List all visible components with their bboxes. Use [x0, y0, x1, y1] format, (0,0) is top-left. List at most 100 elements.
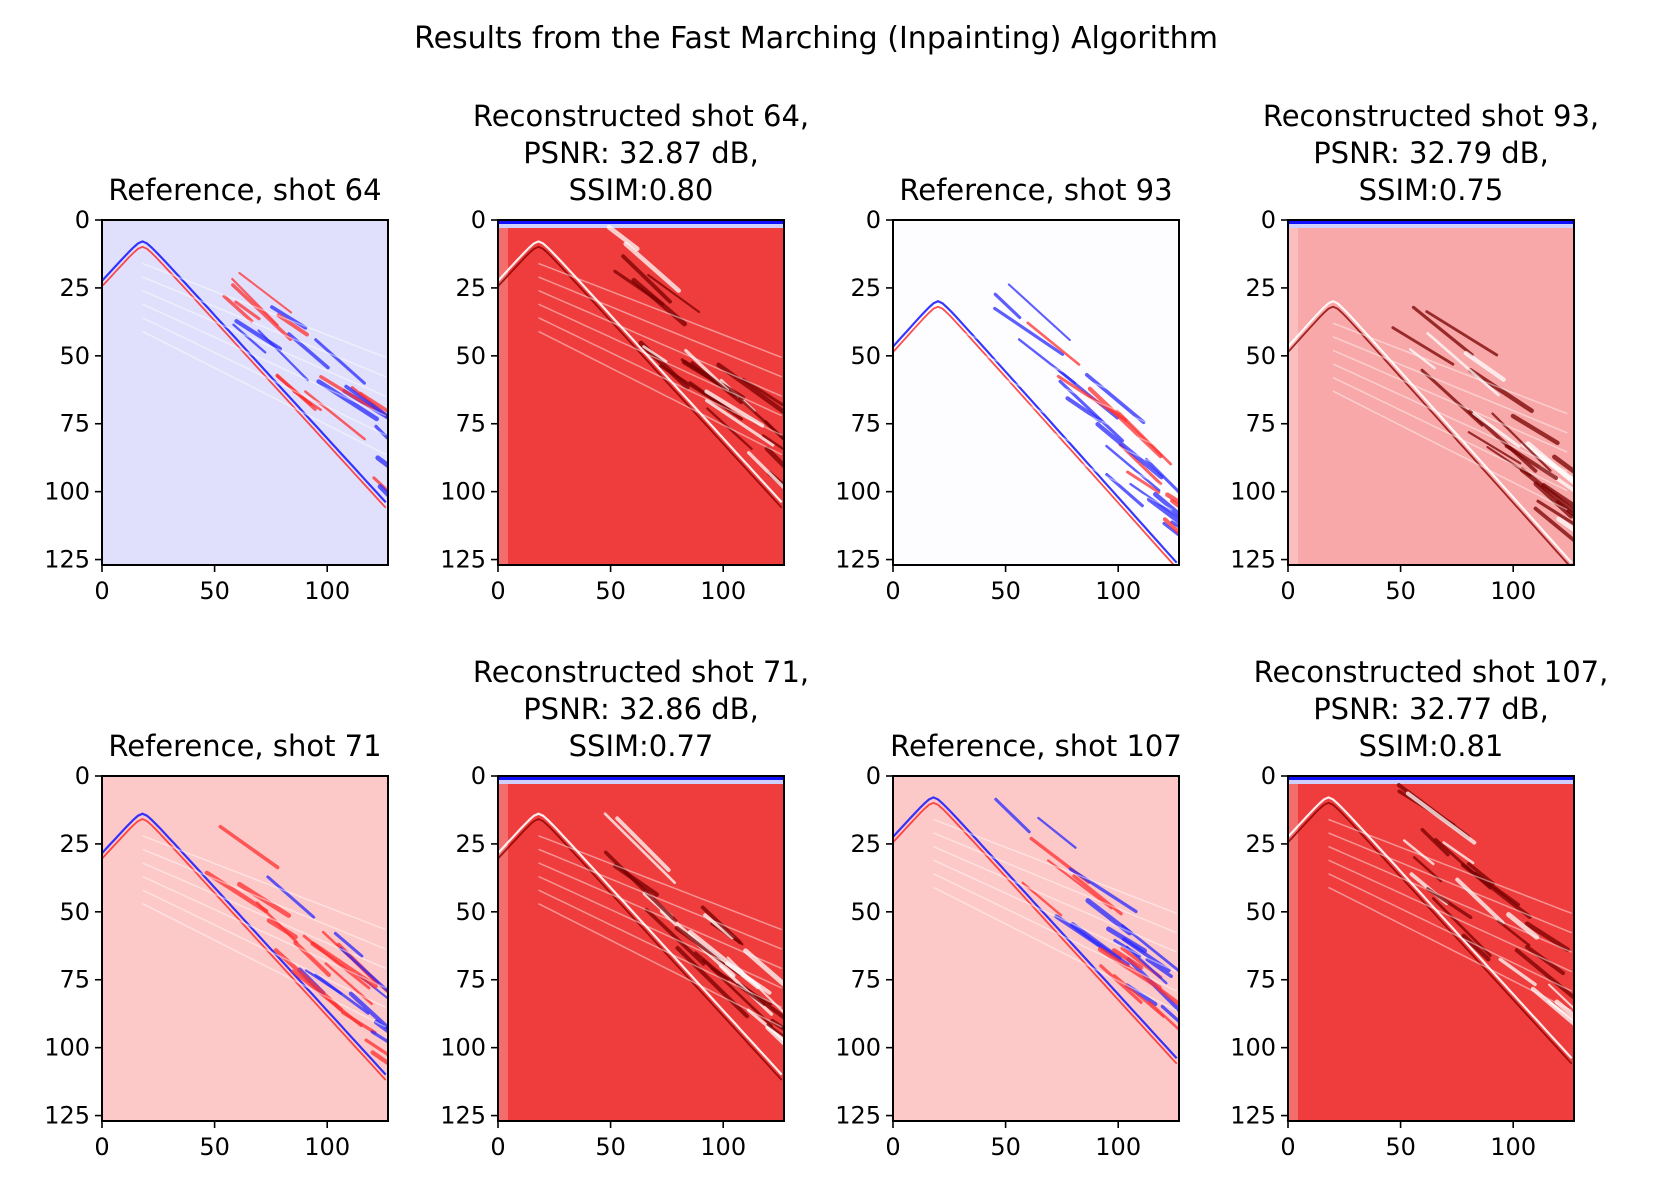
reflection-streak: [606, 224, 640, 252]
reflection-streak: [1467, 409, 1538, 473]
x-tick-label: 50: [1385, 577, 1416, 605]
x-tick-label: 0: [885, 577, 900, 605]
reflection-streak: [1017, 338, 1077, 385]
axes-frame: [497, 219, 785, 566]
faint-reflection: [1328, 818, 1572, 915]
reflection-streak: [375, 455, 388, 469]
reflection-streak: [1145, 957, 1173, 979]
x-tick-label: 50: [595, 1133, 626, 1161]
faint-reflection: [937, 363, 1173, 472]
first-arrival-a: [1288, 299, 1573, 564]
reflection-streak: [770, 1018, 784, 1031]
reflection-streak: [1125, 945, 1168, 985]
reflection-streak: [1170, 520, 1179, 529]
reflection-streak: [1072, 874, 1123, 916]
panel-4: Reconstructed shot 93,PSNR: 32.79 dB,SSI…: [1230, 99, 1599, 605]
reflection-streak: [642, 345, 668, 363]
reflection-streak: [324, 962, 373, 1006]
reflection-streak: [1468, 368, 1534, 414]
reflection-streak: [1121, 924, 1179, 973]
y-tick-label: 50: [455, 898, 486, 926]
reflection-streak: [623, 241, 681, 293]
first-arrival-b: [102, 245, 387, 509]
reflection-streak: [370, 1050, 388, 1066]
axes-frame: [892, 219, 1180, 566]
heatmap-image: [498, 220, 784, 565]
reflection-streak: [621, 254, 672, 304]
reflection-streak: [1506, 912, 1540, 940]
first-arrival-b: [102, 818, 387, 1081]
reflection-streak: [1466, 862, 1496, 886]
reflection-streak: [1058, 379, 1125, 443]
reflection-streak: [237, 881, 292, 918]
reflection-streak: [1170, 499, 1179, 509]
x-tick-label: 0: [94, 577, 109, 605]
reflection-streak: [1037, 816, 1077, 849]
reflection-streak: [704, 389, 765, 428]
top-band-light: [1288, 224, 1574, 228]
reflection-streak: [314, 338, 366, 385]
reflection-streak: [1069, 922, 1122, 962]
faint-reflection: [538, 289, 782, 397]
y-tick-label: 75: [850, 410, 881, 438]
y-tick-label: 125: [440, 1102, 486, 1130]
faint-reflection: [937, 336, 1173, 434]
reflection-streak: [1536, 499, 1574, 526]
reflection-streak: [694, 951, 730, 982]
faint-reflection: [142, 289, 386, 397]
reflection-streak: [1162, 521, 1179, 537]
reflection-streak: [700, 905, 742, 945]
top-band-light: [498, 780, 784, 784]
y-tick-label: 75: [1245, 966, 1276, 994]
y-tick-label: 0: [75, 762, 90, 790]
top-band-dark: [498, 776, 784, 780]
reflection-streak: [747, 451, 784, 490]
x-tick-label: 50: [990, 577, 1021, 605]
faint-reflection: [937, 390, 1173, 511]
reflection-streak: [764, 446, 784, 469]
reflection-streak: [1099, 964, 1143, 1004]
faint-reflection: [1328, 873, 1573, 992]
faint-reflection: [142, 303, 387, 417]
reflection-streak: [234, 300, 261, 321]
faint-reflection: [538, 903, 783, 1028]
y-tick-label: 100: [44, 1034, 90, 1062]
y-tick-label: 100: [1230, 478, 1276, 506]
reflection-streak: [1491, 412, 1552, 472]
y-tick-label: 50: [1245, 898, 1276, 926]
top-band-dark: [498, 220, 784, 224]
heatmap-background: [1288, 220, 1574, 565]
y-tick-label: 125: [1230, 546, 1276, 574]
reflection-streak: [612, 863, 660, 897]
reflection-streak: [1525, 945, 1566, 976]
reflection-streak: [276, 313, 309, 337]
reflection-streak: [1510, 413, 1560, 446]
faint-reflection: [1332, 363, 1568, 472]
x-tick-label: 100: [304, 1133, 350, 1161]
x-tick-label: 0: [490, 1133, 505, 1161]
y-tick-label: 0: [1261, 206, 1276, 234]
y-tick-label: 125: [835, 1102, 881, 1130]
figure-suptitle: Results from the Fast Marching (Inpainti…: [414, 21, 1218, 56]
reflection-streak: [761, 434, 784, 451]
faint-reflection: [538, 875, 783, 989]
x-tick-label: 100: [304, 577, 350, 605]
reflection-streak: [1065, 396, 1103, 423]
reflection-streak: [1556, 516, 1574, 533]
reflection-streak: [1408, 348, 1436, 370]
faint-reflection: [142, 903, 387, 1028]
faint-reflection: [538, 862, 782, 970]
reflection-streak: [333, 931, 364, 958]
y-tick-label: 0: [471, 762, 486, 790]
faint-reflection: [538, 835, 782, 931]
y-tick-label: 25: [455, 830, 486, 858]
reflection-streak: [1085, 898, 1133, 936]
x-tick-label: 50: [199, 577, 230, 605]
reflection-streak: [1514, 948, 1574, 1000]
reflection-streak: [304, 968, 343, 995]
reflection-streak: [270, 305, 308, 330]
panel-title-line: PSNR: 32.87 dB,: [523, 136, 759, 170]
reflection-streak: [1431, 897, 1492, 957]
faint-reflection: [1328, 859, 1573, 973]
reflection-streak: [1442, 841, 1475, 865]
